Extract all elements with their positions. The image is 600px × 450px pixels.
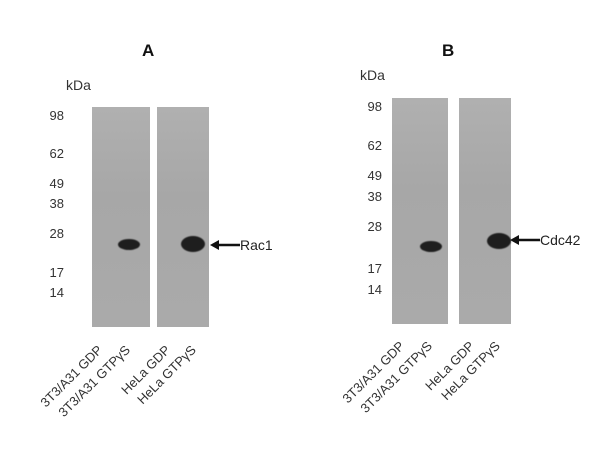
marker-62: 62 [367, 138, 382, 153]
protein-band [487, 233, 511, 249]
molecular-weight-unit: kDa [360, 67, 385, 83]
marker-28: 28 [367, 219, 382, 234]
blot-strip-hela [459, 98, 511, 324]
marker-14: 14 [49, 285, 64, 300]
panel-label: A [142, 41, 155, 60]
protein-band [420, 241, 442, 252]
panel-label: B [442, 41, 455, 60]
marker-17: 17 [367, 261, 382, 276]
marker-62: 62 [49, 146, 64, 161]
marker-49: 49 [367, 168, 382, 183]
protein-band [181, 236, 205, 252]
marker-17: 17 [49, 265, 64, 280]
arrow-icon [210, 240, 240, 250]
marker-49: 49 [49, 176, 64, 191]
marker-38: 38 [49, 196, 64, 211]
protein-band [118, 239, 140, 250]
molecular-weight-unit: kDa [66, 77, 91, 93]
marker-14: 14 [367, 282, 382, 297]
blot-strip-hela [157, 107, 209, 327]
target-protein-label: Rac1 [240, 237, 273, 253]
marker-98: 98 [49, 108, 64, 123]
arrow-icon [510, 235, 540, 245]
marker-38: 38 [367, 189, 382, 204]
marker-28: 28 [49, 226, 64, 241]
marker-98: 98 [367, 99, 382, 114]
blot-strip-3t3 [392, 98, 448, 324]
target-protein-label: Cdc42 [540, 232, 581, 248]
blot-strip-3t3 [92, 107, 150, 327]
blot-panel-b: B kDa 98 62 49 38 28 17 14 Cdc42 3T3/A31… [300, 0, 600, 450]
blot-panel-a: A kDa 98 62 49 38 28 17 14 Rac1 3T3/A31 … [37, 41, 273, 420]
